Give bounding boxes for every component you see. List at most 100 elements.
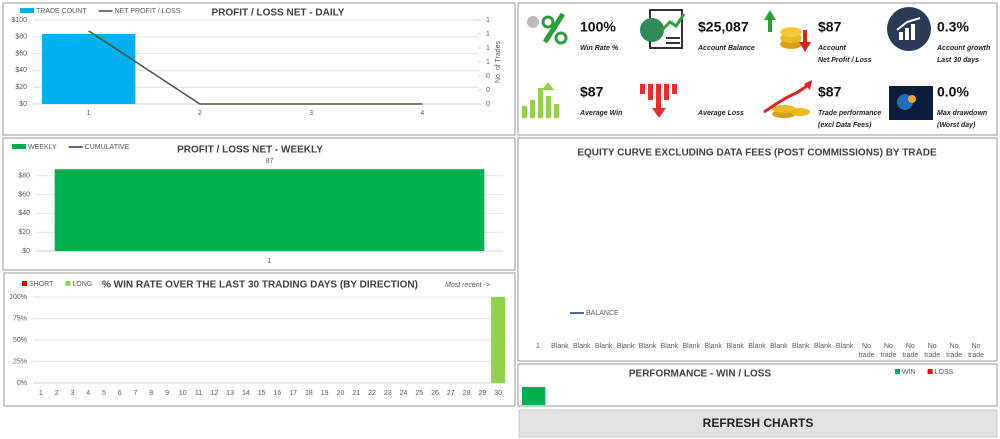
- bar: [491, 297, 506, 383]
- x-tick-label: 4: [86, 390, 90, 397]
- y-tick-label: 50%: [13, 337, 27, 344]
- kpi-label: Average Win: [579, 110, 622, 117]
- legend-label: LONG: [72, 281, 92, 288]
- legend-label: TRADE COUNT: [36, 8, 87, 15]
- y2-tick-label: 1: [486, 45, 490, 52]
- icon: [763, 80, 812, 118]
- y-tick-label: $0: [19, 101, 27, 108]
- x-tick-label: 16: [273, 390, 281, 397]
- kpi-label: Account Balance: [697, 45, 755, 52]
- x-tick-label: 2: [198, 110, 202, 117]
- chart-title: EQUITY CURVE EXCLUDING DATA FEES (POST C…: [577, 148, 937, 159]
- x-tick-label: Blank: [595, 343, 613, 350]
- y-tick-label: 25%: [13, 358, 27, 365]
- chart-title: % WIN RATE OVER THE LAST 30 TRADING DAYS…: [102, 280, 418, 291]
- x-tick-label: No trade: [946, 343, 962, 359]
- icon: [764, 10, 811, 52]
- y-tick-label: $20: [18, 229, 30, 236]
- legend-swatch: [895, 369, 900, 374]
- x-tick-label: 9: [165, 390, 169, 397]
- button-label[interactable]: REFRESH CHARTS: [703, 416, 814, 430]
- kpi-label: Net Profit / Loss: [818, 57, 872, 64]
- refresh-button[interactable]: REFRESH CHARTS: [518, 409, 998, 438]
- button-face[interactable]: [518, 409, 998, 438]
- legend-swatch: [22, 281, 27, 286]
- x-tick-label: 20: [337, 390, 345, 397]
- x-tick-label: 21: [352, 390, 360, 397]
- x-tick-label: No trade: [902, 343, 918, 359]
- legend-swatch: [65, 281, 71, 286]
- x-tick-label: 7: [134, 390, 138, 397]
- kpi-value: 0.0%: [937, 84, 969, 100]
- x-tick-label: 29: [478, 390, 486, 397]
- icon: [887, 7, 931, 51]
- icon: [527, 12, 568, 45]
- x-tick-label: 13: [226, 390, 234, 397]
- legend-swatch: [927, 369, 933, 374]
- x-tick-label: 26: [431, 390, 439, 397]
- kpi-value: 100%: [580, 19, 616, 35]
- y2-tick-label: 0: [486, 101, 490, 108]
- x-tick-label: 3: [70, 390, 74, 397]
- line: [88, 30, 423, 105]
- x-tick-label: Blank: [683, 343, 701, 350]
- kpi-label: (Worst day): [937, 122, 976, 129]
- kpi-value: 0.3%: [937, 19, 969, 35]
- y2-tick-label: 0: [486, 87, 490, 94]
- bar: [54, 169, 485, 251]
- x-tick-label: 17: [289, 390, 297, 397]
- kpi-label: Account: [817, 45, 847, 52]
- kpi-label: (excl Data Fees): [818, 122, 872, 129]
- x-tick-label: 25: [415, 390, 423, 397]
- panel: [517, 363, 998, 407]
- kpi-value: $25,087: [698, 19, 749, 35]
- x-tick-label: Blank: [704, 343, 722, 350]
- x-tick-label: 4: [420, 110, 424, 117]
- chart-title: PERFORMANCE - WIN / LOSS: [629, 369, 772, 380]
- x-tick-label: Blank: [836, 343, 854, 350]
- data-label: 87: [266, 158, 274, 165]
- legend-label: NET PROFIT / LOSS: [115, 8, 181, 15]
- panel: [517, 137, 998, 362]
- y2-tick-label: 1: [486, 31, 490, 38]
- legend-label: CUMULATIVE: [85, 144, 130, 151]
- x-tick-label: 11: [195, 390, 202, 397]
- legend-label: LOSS: [935, 369, 954, 376]
- x-tick-label: 27: [447, 390, 455, 397]
- y-tick-label: $40: [18, 210, 30, 217]
- y-tick-label: 0%: [17, 380, 27, 387]
- kpi-label: Max drawdown: [937, 110, 987, 117]
- y-tick-label: $0: [22, 248, 30, 255]
- icon: [640, 9, 686, 49]
- x-tick-label: 18: [305, 390, 313, 397]
- x-tick-label: No trade: [859, 343, 875, 359]
- y2-tick-label: 1: [486, 17, 490, 24]
- x-tick-label: No trade: [880, 343, 896, 359]
- x-tick-label: 3: [309, 110, 313, 117]
- legend-label: BALANCE: [586, 310, 619, 317]
- kpi-label: Win Rate %: [580, 45, 619, 52]
- x-tick-label: 15: [258, 390, 266, 397]
- x-tick-label: Blank: [770, 343, 788, 350]
- y2-tick-label: 1: [486, 59, 490, 66]
- legend-label: WEEKLY: [28, 144, 57, 151]
- x-tick-label: 23: [384, 390, 392, 397]
- x-tick-label: Blank: [661, 343, 679, 350]
- x-tick-label: 10: [179, 390, 187, 397]
- chart-title: PROFIT / LOSS NET - DAILY: [212, 8, 345, 19]
- annotation: Most recent ->: [445, 282, 490, 289]
- legend-label: SHORT: [29, 281, 54, 288]
- x-tick-label: 2: [55, 390, 59, 397]
- legend-swatch: [20, 8, 34, 13]
- chart-title: PROFIT / LOSS NET - WEEKLY: [177, 145, 323, 156]
- x-tick-label: 5: [102, 390, 106, 397]
- legend-swatch: [12, 144, 26, 149]
- y-tick-label: $80: [15, 34, 27, 41]
- kpi-label: Trade performance: [818, 110, 881, 117]
- legend-label: WIN: [902, 369, 916, 376]
- x-tick-label: 8: [149, 390, 153, 397]
- bar: [522, 387, 546, 405]
- x-tick-label: Blank: [551, 343, 569, 350]
- y-tick-label: 100%: [9, 294, 27, 301]
